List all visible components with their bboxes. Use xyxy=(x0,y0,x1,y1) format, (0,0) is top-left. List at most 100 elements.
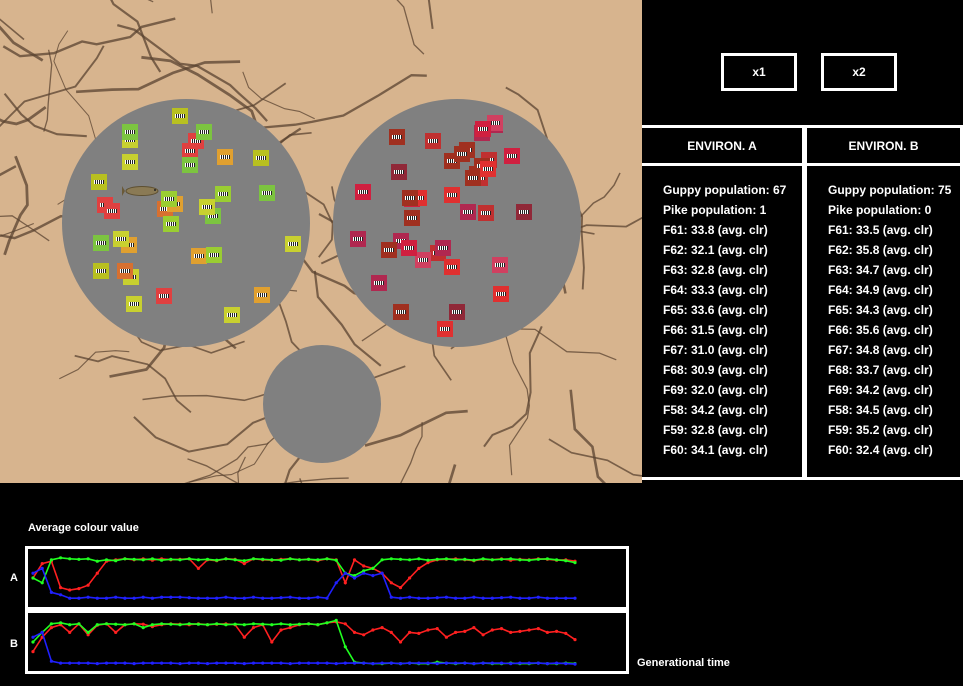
crack-line xyxy=(0,45,105,128)
guppy-icon xyxy=(215,186,231,202)
red-data-point xyxy=(545,630,550,634)
green-data-point xyxy=(398,557,403,561)
fish-stat: F67: 31.0 (avg. clr) xyxy=(663,343,768,357)
guppy-icon xyxy=(126,296,142,312)
blue-data-point xyxy=(77,661,81,665)
blue-data-point xyxy=(270,596,274,600)
blue-data-point xyxy=(160,661,164,665)
blue-data-point xyxy=(114,661,118,665)
red-data-point xyxy=(518,629,522,633)
fish-stat: F62: 35.8 (avg. clr) xyxy=(828,243,933,257)
pike-icon xyxy=(122,186,159,196)
guppy-icon xyxy=(415,252,431,268)
blue-data-point xyxy=(463,596,467,600)
green-data-point xyxy=(233,558,237,562)
blue-data-point xyxy=(169,595,173,599)
blue-data-point xyxy=(343,661,347,665)
green-data-point xyxy=(288,557,292,561)
blue-data-point xyxy=(132,596,136,600)
guppy-icon xyxy=(437,321,453,337)
green-data-point xyxy=(141,558,145,562)
blue-data-point xyxy=(398,662,403,666)
red-data-point xyxy=(343,622,347,626)
blue-data-point xyxy=(454,661,458,665)
blue-data-point xyxy=(104,661,109,665)
blue-data-point xyxy=(518,596,522,600)
blue-data-point xyxy=(242,662,246,666)
blue-data-point xyxy=(215,596,219,600)
guppy-icon xyxy=(475,121,491,137)
blue-data-point xyxy=(352,661,357,665)
blue-data-point xyxy=(288,662,292,666)
green-data-point xyxy=(169,557,173,561)
green-data-point xyxy=(31,576,35,580)
blue-data-point xyxy=(86,595,90,599)
guppy-icon xyxy=(161,191,177,207)
chart-panel-b xyxy=(25,610,629,674)
fish-stat: F58: 34.2 (avg. clr) xyxy=(663,403,768,417)
blue-data-point xyxy=(132,662,136,666)
blue-data-point xyxy=(297,596,301,600)
green-data-point xyxy=(40,581,44,585)
blue-data-point xyxy=(435,662,439,666)
blue-data-point xyxy=(123,661,127,665)
guppy-population: Guppy population: 75 xyxy=(828,183,952,197)
blue-data-point xyxy=(150,661,154,665)
crack-line xyxy=(569,389,607,483)
guppy-icon xyxy=(516,204,532,220)
red-data-point xyxy=(86,633,90,637)
panel-column-divider xyxy=(802,125,807,480)
blue-data-point xyxy=(352,576,357,580)
green-data-point xyxy=(270,623,274,627)
fish-stat: F64: 34.9 (avg. clr) xyxy=(828,283,933,297)
red-data-point xyxy=(555,629,559,633)
green-data-point xyxy=(86,557,90,561)
red-data-point xyxy=(141,622,145,626)
red-data-point xyxy=(68,630,72,634)
green-data-point xyxy=(242,623,246,627)
blue-data-point xyxy=(444,595,448,599)
crack-line xyxy=(313,270,382,367)
guppy-icon xyxy=(156,288,172,304)
environ-b-header: ENVIRON. B xyxy=(848,138,919,153)
red-data-point xyxy=(472,626,476,630)
green-data-point xyxy=(224,623,228,627)
red-data-point xyxy=(490,628,494,632)
blue-data-point xyxy=(40,630,44,634)
blue-data-point xyxy=(261,596,265,600)
green-data-point xyxy=(132,557,136,561)
green-data-point xyxy=(132,622,136,626)
green-data-point xyxy=(86,630,90,634)
blue-data-point xyxy=(95,596,99,600)
blue-data-point xyxy=(49,659,53,663)
blue-data-point xyxy=(518,661,522,665)
red-data-point xyxy=(77,587,81,591)
blue-data-point xyxy=(444,661,448,665)
speed-x2-button[interactable]: x2 xyxy=(821,53,897,91)
crack-line xyxy=(0,105,47,126)
fish-stat: F61: 33.8 (avg. clr) xyxy=(663,223,768,237)
red-data-point xyxy=(499,627,504,631)
fish-stat: F63: 34.7 (avg. clr) xyxy=(828,263,933,277)
red-data-point xyxy=(371,628,375,632)
red-data-point xyxy=(270,640,274,644)
red-data-point xyxy=(426,628,430,632)
guppy-icon xyxy=(371,275,387,291)
green-data-point xyxy=(169,622,173,626)
guppy-icon xyxy=(206,247,222,263)
green-data-point xyxy=(435,557,439,561)
blue-data-point xyxy=(95,662,99,666)
environ-a-header: ENVIRON. A xyxy=(687,138,757,153)
red-data-point xyxy=(59,586,63,590)
red-data-point xyxy=(417,631,421,635)
blue-data-point xyxy=(463,661,467,665)
green-data-point xyxy=(316,623,320,627)
blue-data-point xyxy=(380,571,384,575)
guppy-icon xyxy=(285,236,301,252)
green-data-point xyxy=(307,557,311,561)
speed-x1-button[interactable]: x1 xyxy=(721,53,797,91)
blue-data-point xyxy=(316,595,320,599)
blue-data-point xyxy=(371,574,375,578)
blue-data-point xyxy=(481,596,485,600)
green-data-point xyxy=(261,557,265,561)
